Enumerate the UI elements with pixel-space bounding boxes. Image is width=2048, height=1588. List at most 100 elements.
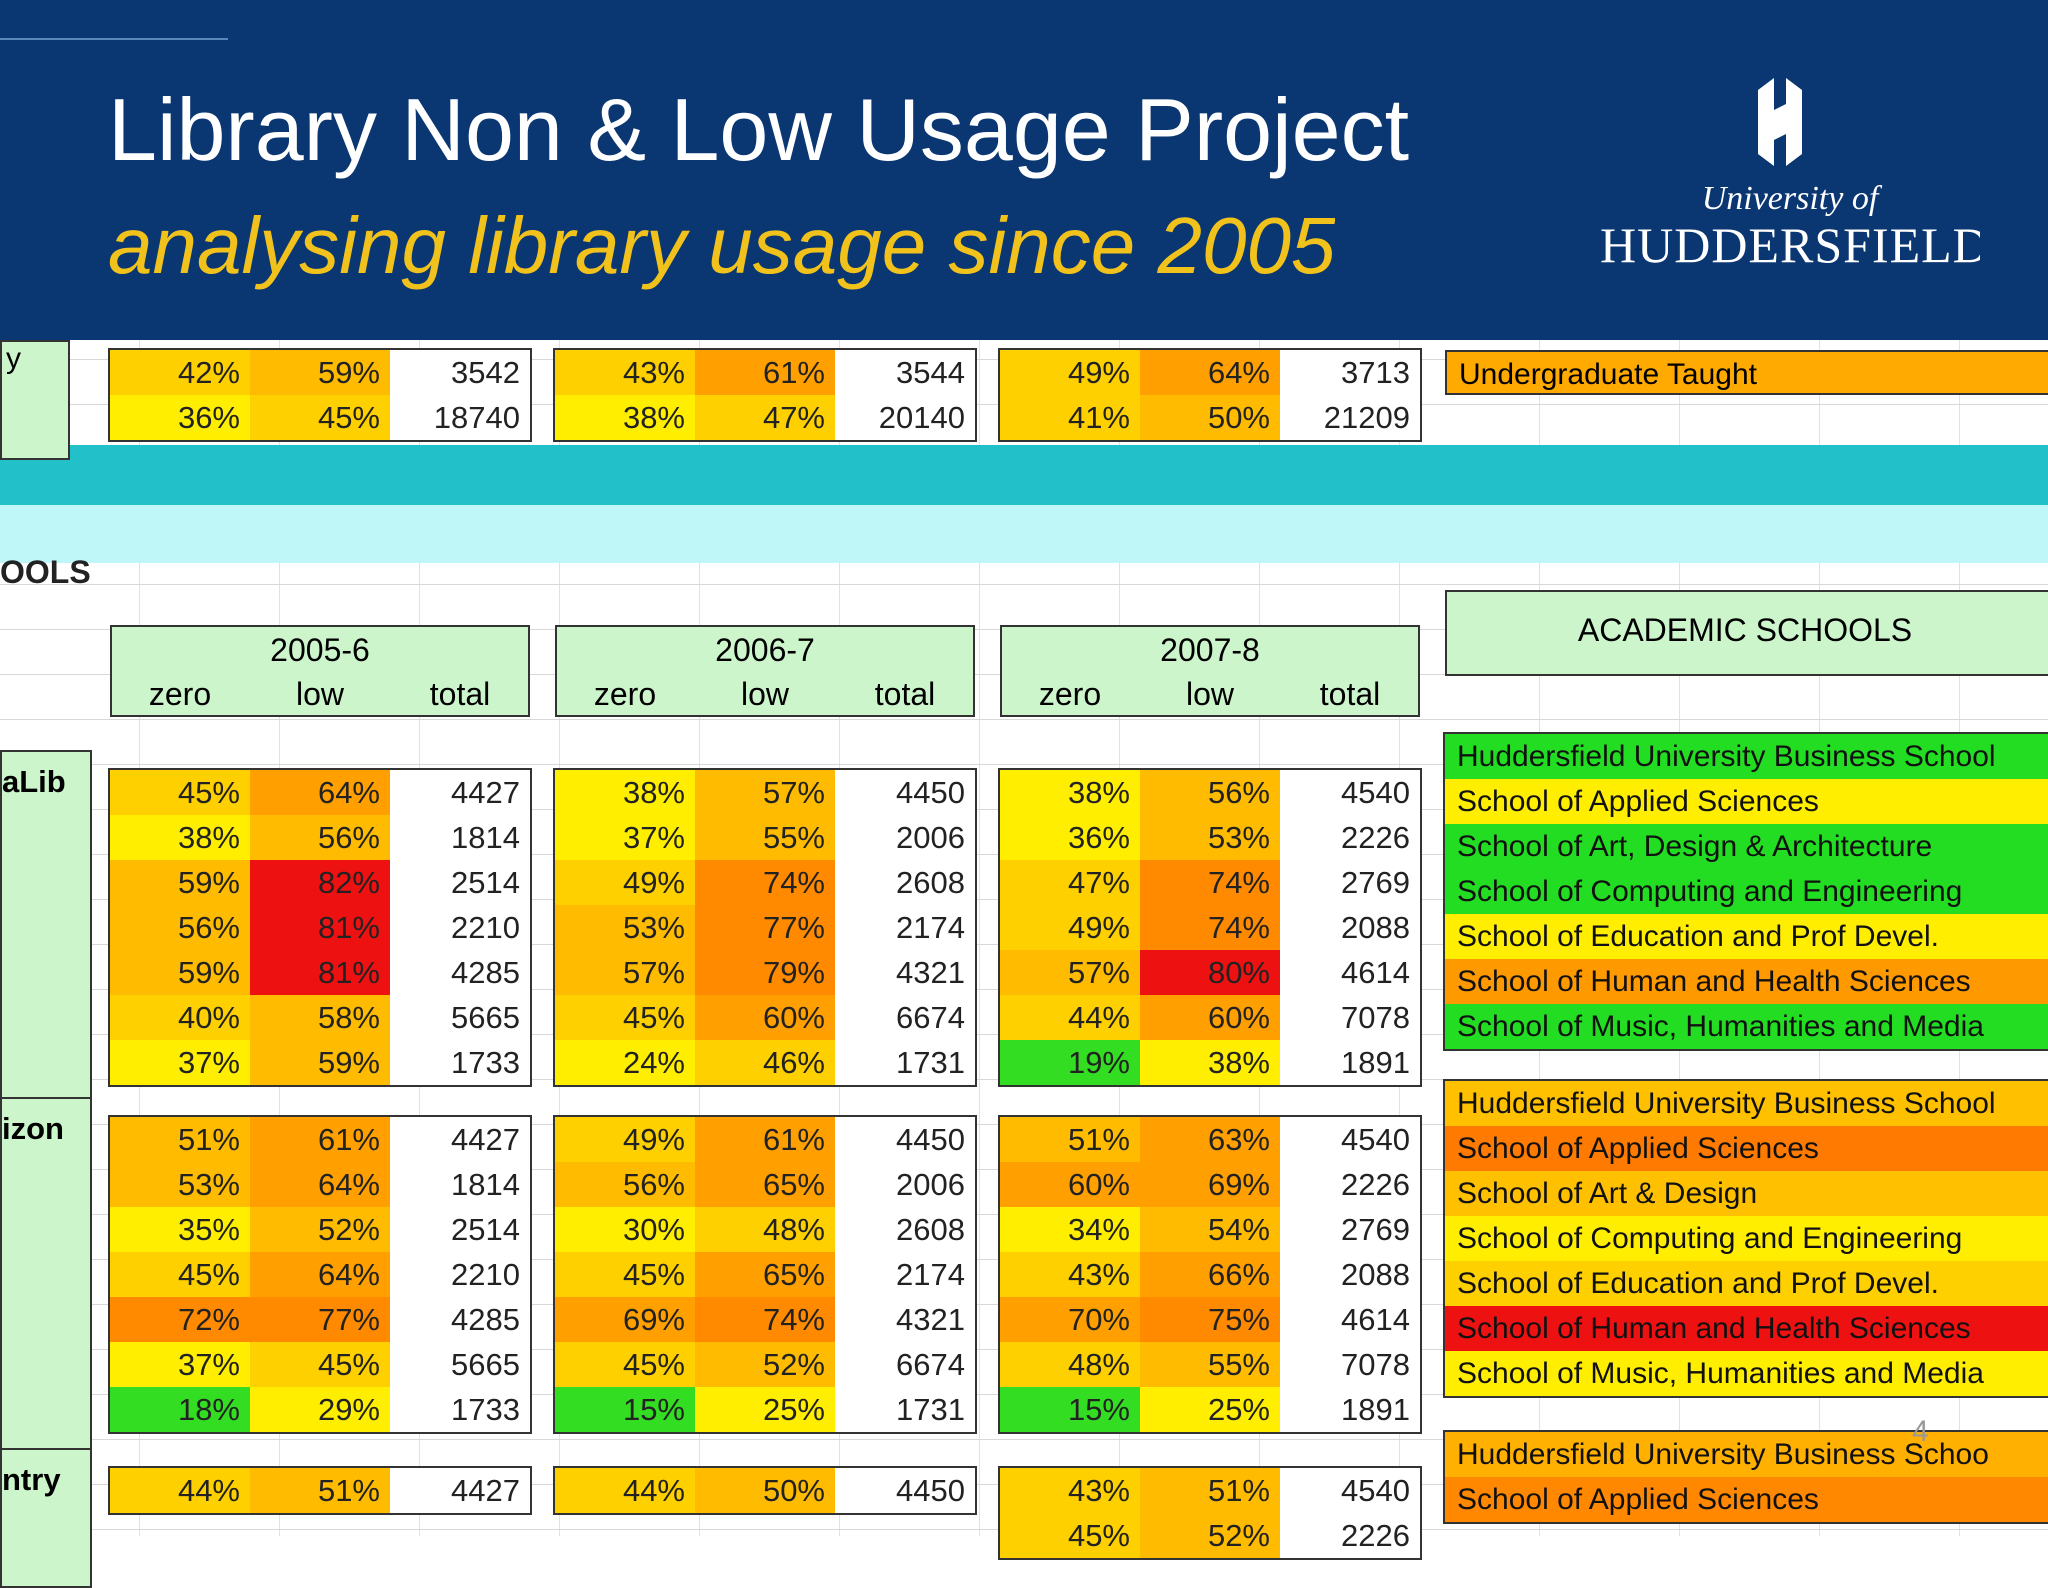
subtitle: analysing library usage since 2005: [108, 201, 1336, 290]
school-name: School of Applied Sciences: [1445, 1477, 2048, 1522]
percent-cell: 74%: [1140, 860, 1280, 905]
total-cell: 4321: [835, 950, 975, 995]
row-label: Undergraduate Taught: [1445, 350, 2048, 395]
percent-cell: 82%: [250, 860, 390, 905]
total-cell: 6674: [835, 995, 975, 1040]
percent-cell: 60%: [1140, 995, 1280, 1040]
total-cell: 5665: [390, 1342, 530, 1387]
percent-cell: 25%: [695, 1387, 835, 1432]
percent-cell: 42%: [110, 350, 250, 395]
percent-cell: 51%: [250, 1468, 390, 1513]
percent-cell: 77%: [695, 905, 835, 950]
percent-cell: 50%: [1140, 395, 1280, 440]
school-name: School of Art & Design: [1445, 1171, 2048, 1216]
schools-block: [1443, 1079, 2048, 1398]
percent-cell: 45%: [250, 1342, 390, 1387]
total-cell: 2174: [835, 905, 975, 950]
percent-cell: 77%: [250, 1297, 390, 1342]
school-name: School of Art, Design & Architecture: [1445, 824, 2048, 869]
cyan-band: [0, 505, 2048, 563]
total-cell: 1814: [390, 1162, 530, 1207]
group-label: izon: [0, 1097, 92, 1462]
percent-cell: 48%: [695, 1207, 835, 1252]
total-cell: 1733: [390, 1040, 530, 1085]
accent-line: [0, 38, 228, 40]
percent-cell: 52%: [695, 1342, 835, 1387]
percent-cell: 38%: [555, 395, 695, 440]
total-cell: 2006: [835, 1162, 975, 1207]
group-label: aLib: [0, 750, 92, 1115]
year-label: 2007-8: [1160, 632, 1260, 668]
percent-cell: 59%: [110, 950, 250, 995]
percent-cell: 57%: [1000, 950, 1140, 995]
total-cell: 2769: [1280, 1207, 1420, 1252]
percent-cell: 59%: [250, 350, 390, 395]
percent-cell: 29%: [250, 1387, 390, 1432]
percent-cell: 49%: [1000, 350, 1140, 395]
column-label: low: [740, 676, 789, 712]
percent-cell: 15%: [1000, 1387, 1140, 1432]
percent-cell: 19%: [1000, 1040, 1140, 1085]
percent-cell: 75%: [1140, 1297, 1280, 1342]
percent-cell: 36%: [110, 395, 250, 440]
percent-cell: 63%: [1140, 1117, 1280, 1162]
percent-cell: 50%: [695, 1468, 835, 1513]
total-cell: 18740: [390, 395, 530, 440]
total-cell: 4450: [835, 1117, 975, 1162]
percent-cell: 44%: [555, 1468, 695, 1513]
side-label: y: [0, 340, 70, 460]
total-cell: 2226: [1280, 1162, 1420, 1207]
percent-cell: 80%: [1140, 950, 1280, 995]
total-cell: 3542: [390, 350, 530, 395]
percent-cell: 41%: [1000, 395, 1140, 440]
slide-number: 4: [1912, 1415, 1929, 1448]
percent-cell: 81%: [250, 905, 390, 950]
percent-cell: 35%: [110, 1207, 250, 1252]
percent-cell: 56%: [555, 1162, 695, 1207]
percent-cell: 72%: [110, 1297, 250, 1342]
percent-cell: 70%: [1000, 1297, 1140, 1342]
percent-cell: 57%: [695, 770, 835, 815]
percent-cell: 51%: [110, 1117, 250, 1162]
schools-block: [1443, 732, 2048, 1051]
total-cell: 7078: [1280, 1342, 1420, 1387]
percent-cell: 74%: [695, 1297, 835, 1342]
percent-cell: 49%: [555, 1117, 695, 1162]
year-header: [110, 625, 530, 717]
percent-cell: 54%: [1140, 1207, 1280, 1252]
percent-cell: 47%: [1000, 860, 1140, 905]
percent-cell: 79%: [695, 950, 835, 995]
percent-cell: 55%: [1140, 1342, 1280, 1387]
percent-cell: 64%: [250, 1252, 390, 1297]
percent-cell: 58%: [250, 995, 390, 1040]
column-label: total: [874, 676, 936, 712]
column-label: zero: [593, 676, 657, 712]
percent-cell: 38%: [1140, 1040, 1280, 1085]
total-cell: 3544: [835, 350, 975, 395]
total-cell: 1733: [390, 1387, 530, 1432]
year-header: [555, 625, 975, 717]
school-name: School of Applied Sciences: [1445, 1126, 2048, 1171]
percent-cell: 56%: [110, 905, 250, 950]
percent-cell: 34%: [1000, 1207, 1140, 1252]
column-label: total: [429, 676, 491, 712]
percent-cell: 56%: [250, 815, 390, 860]
percent-cell: 74%: [1140, 905, 1280, 950]
data-block: [108, 768, 532, 1087]
school-name: School of Human and Health Sciences: [1445, 1306, 2048, 1351]
percent-cell: 49%: [1000, 905, 1140, 950]
schools-header: ACADEMIC SCHOOLS: [1577, 612, 1913, 648]
data-block: [998, 1115, 1422, 1434]
percent-cell: 61%: [695, 1117, 835, 1162]
percent-cell: 66%: [1140, 1252, 1280, 1297]
school-name: School of Human and Health Sciences: [1445, 959, 2048, 1004]
school-name: School of Computing and Engineering: [1445, 1216, 2048, 1261]
total-cell: 4321: [835, 1297, 975, 1342]
total-cell: 6674: [835, 1342, 975, 1387]
school-name: School of Music, Humanities and Media: [1445, 1351, 2048, 1396]
percent-cell: 53%: [110, 1162, 250, 1207]
schools-header-box: [1445, 590, 2048, 676]
percent-cell: 47%: [695, 395, 835, 440]
percent-cell: 64%: [1140, 350, 1280, 395]
